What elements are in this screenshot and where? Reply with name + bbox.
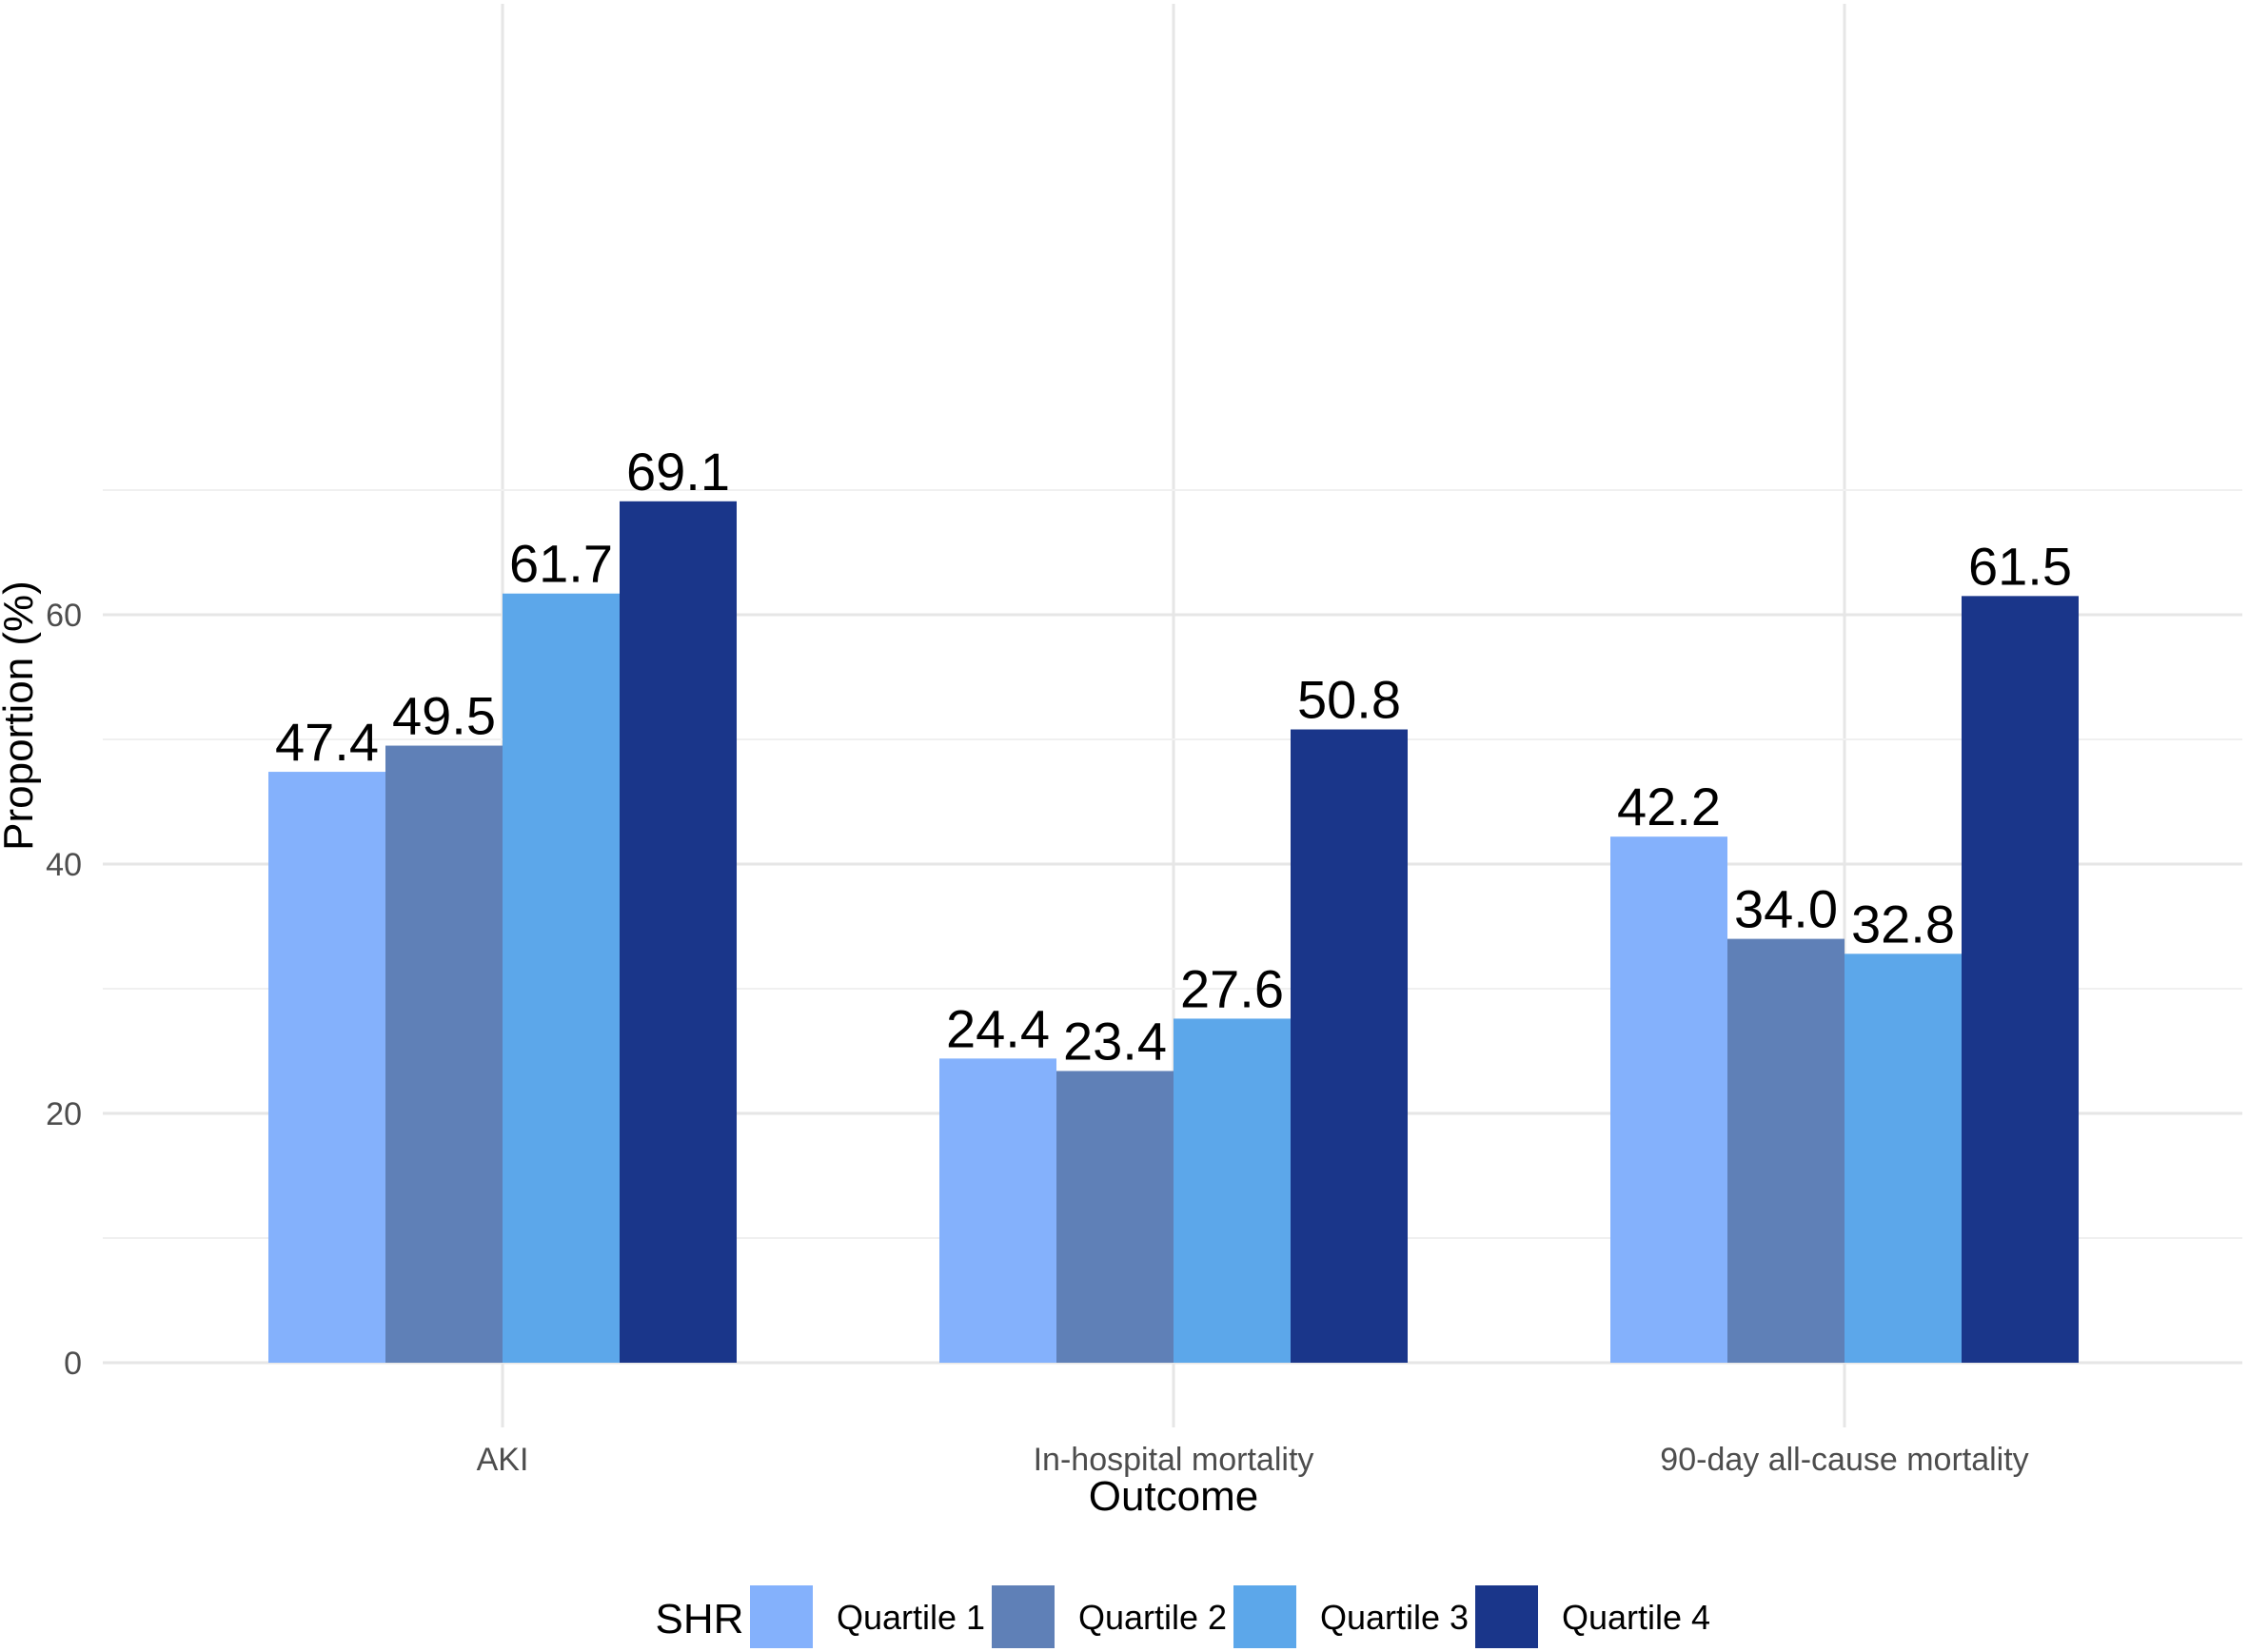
bar	[268, 772, 385, 1363]
legend-label: Quartile 2	[1078, 1598, 1227, 1637]
bar-value-label: 61.7	[509, 534, 613, 594]
bar	[385, 745, 503, 1363]
y-tick-label: 20	[46, 1096, 82, 1132]
x-tick-label: In-hospital mortality	[1034, 1442, 1314, 1478]
bar	[1962, 596, 2079, 1363]
bar-value-label: 32.8	[1851, 894, 1955, 954]
y-tick-label: 0	[64, 1346, 82, 1382]
legend-label: Quartile 1	[837, 1598, 985, 1637]
bar-value-label: 27.6	[1180, 958, 1284, 1018]
bars	[268, 501, 2079, 1363]
y-tick-label: 60	[46, 598, 82, 634]
bar	[1056, 1071, 1174, 1363]
legend-key	[1233, 1585, 1296, 1648]
bar-value-labels: 47.4 49.5 61.769.1 24.4 23.427.6 50.8 42.234.0…	[275, 442, 2072, 1072]
y-axis-ticks: 0 20 40 60	[46, 598, 82, 1382]
bar-value-label: 24.4	[946, 998, 1050, 1058]
legend-label: Quartile 4	[1562, 1598, 1710, 1637]
bar-value-label: 42.2	[1617, 777, 1721, 836]
bar	[1610, 836, 1727, 1363]
x-axis-ticks: AKI In-hospital mortality 90-day all-cause…	[477, 1442, 2029, 1478]
bar-value-label: 61.5	[1968, 536, 2072, 596]
legend-label: Quartile 3	[1320, 1598, 1469, 1637]
bar	[1727, 938, 1845, 1363]
bar	[503, 593, 620, 1363]
bar	[1845, 954, 1962, 1363]
legend: SHR Quartile 1 Quartile 2 Quartile 3 Quarti…	[656, 1585, 1710, 1648]
legend-key	[992, 1585, 1055, 1648]
y-axis-title: Proportion (%)	[0, 580, 42, 851]
legend-key	[750, 1585, 813, 1648]
bar-value-label: 34.0	[1734, 879, 1838, 939]
x-tick-label: 90-day all-cause mortality	[1660, 1442, 2028, 1478]
bar-value-label: 50.8	[1297, 670, 1401, 730]
legend-key	[1475, 1585, 1538, 1648]
legend-title: SHR	[656, 1596, 744, 1642]
bar	[939, 1058, 1056, 1363]
bar	[1174, 1018, 1291, 1363]
bar	[620, 501, 737, 1363]
bar-value-label: 49.5	[392, 686, 496, 746]
bar-value-label: 23.4	[1063, 1011, 1167, 1071]
bar-value-label: 69.1	[626, 442, 730, 502]
y-tick-label: 40	[46, 847, 82, 883]
bar	[1291, 729, 1408, 1363]
bar-value-label: 47.4	[275, 712, 379, 772]
x-tick-label: AKI	[477, 1442, 529, 1478]
x-axis-title: Outcome	[1089, 1473, 1259, 1520]
